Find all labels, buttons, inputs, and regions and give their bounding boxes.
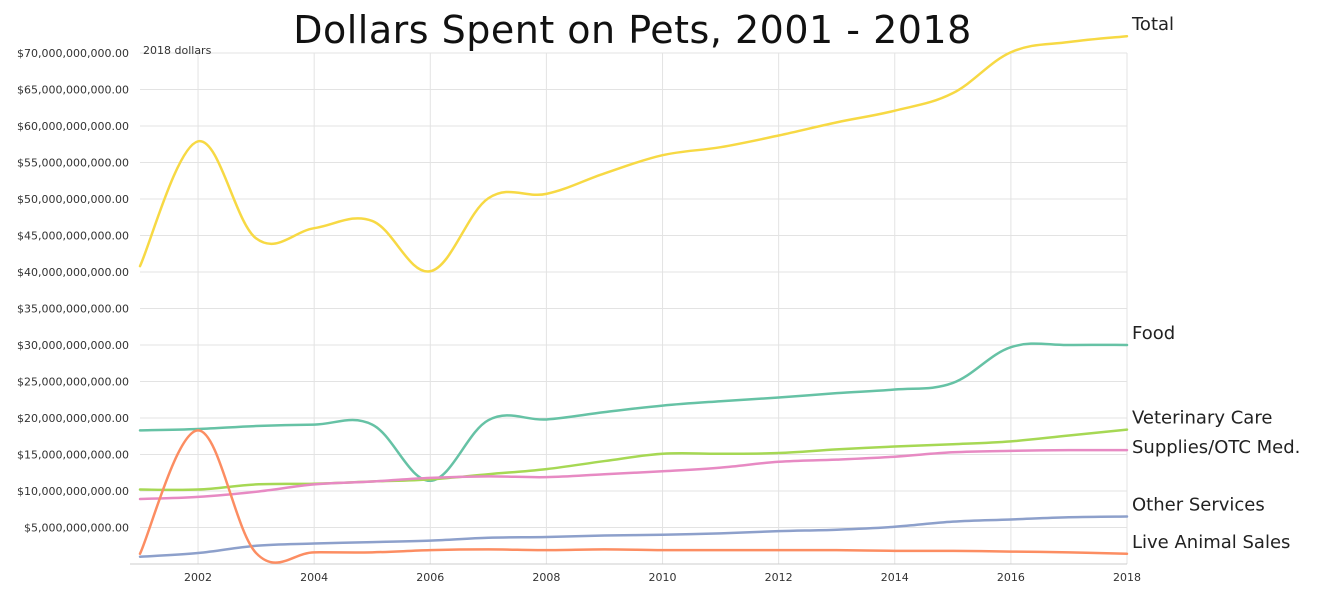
series-line-other-services <box>138 515 1129 558</box>
x-tick-label: 2002 <box>184 571 212 584</box>
series-line-supplies-otc-med <box>138 448 1129 501</box>
series-label-live-animal-sales: Live Animal Sales <box>1132 532 1290 553</box>
y-tick-label: $55,000,000,000.00 <box>17 157 129 170</box>
y-tick-label: $5,000,000,000.00 <box>24 522 129 535</box>
y-tick-label: $50,000,000,000.00 <box>17 193 129 206</box>
chart-title: Dollars Spent on Pets, 2001 - 2018 <box>293 8 972 52</box>
x-tick-label: 2010 <box>649 571 677 584</box>
label-layer: Total Food Veterinary Care Supplies/OTC Med… <box>1131 14 1300 553</box>
series-label-veterinary-care: Veterinary Care <box>1132 408 1272 429</box>
y-tick-label: $45,000,000,000.00 <box>17 230 129 243</box>
y-tick-label: $10,000,000,000.00 <box>17 485 129 498</box>
series-layer <box>138 34 1129 564</box>
x-tick-label: 2014 <box>881 571 909 584</box>
y-tick-label: $70,000,000,000.00 <box>17 47 129 60</box>
y-tick-label: $15,000,000,000.00 <box>17 449 129 462</box>
y-tick-label: $40,000,000,000.00 <box>17 266 129 279</box>
series-line-live-animal-sales <box>138 429 1129 564</box>
x-tick-label: 2012 <box>765 571 793 584</box>
x-tick-label: 2008 <box>532 571 560 584</box>
series-label-supplies-otc-med: Supplies/OTC Med. <box>1132 437 1300 458</box>
y-tick-label: $65,000,000,000.00 <box>17 84 129 97</box>
x-tick-label: 2006 <box>416 571 444 584</box>
series-label-total: Total <box>1131 14 1174 35</box>
series-label-other-services: Other Services <box>1132 495 1265 516</box>
series-label-food: Food <box>1132 323 1175 344</box>
series-line-veterinary-care <box>138 428 1129 492</box>
y-tick-label: $35,000,000,000.00 <box>17 303 129 316</box>
axis-layer: $5,000,000,000.00 $10,000,000,000.00 $15,0… <box>17 44 1141 584</box>
series-line-food <box>138 342 1129 483</box>
x-tick-label: 2004 <box>300 571 328 584</box>
y-tick-label: $60,000,000,000.00 <box>17 120 129 133</box>
y-tick-label: $30,000,000,000.00 <box>17 339 129 352</box>
series-line-total <box>138 34 1129 273</box>
x-tick-label: 2016 <box>997 571 1025 584</box>
x-tick-label: 2018 <box>1113 571 1141 584</box>
y-tick-label: $20,000,000,000.00 <box>17 412 129 425</box>
units-annotation: 2018 dollars <box>143 44 212 57</box>
y-tick-label: $25,000,000,000.00 <box>17 376 129 389</box>
